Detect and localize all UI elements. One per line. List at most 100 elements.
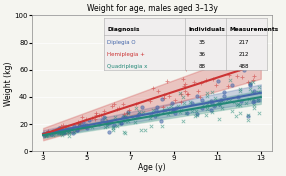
Point — [122, 131, 127, 134]
Point — [156, 112, 160, 115]
Point — [171, 107, 176, 110]
Point — [245, 113, 250, 116]
Point — [214, 84, 219, 86]
Point — [160, 106, 165, 109]
Point — [217, 102, 221, 105]
Point — [252, 90, 257, 93]
Point — [160, 125, 164, 128]
Point — [236, 61, 241, 63]
Point — [55, 129, 59, 132]
Point — [155, 114, 159, 117]
Point — [97, 114, 102, 117]
Point — [170, 102, 174, 104]
Point — [252, 104, 257, 107]
Point — [168, 111, 172, 114]
Point — [104, 121, 109, 124]
Point — [246, 118, 250, 121]
Point — [121, 113, 126, 115]
Point — [184, 92, 189, 95]
Point — [192, 115, 197, 117]
Point — [151, 108, 155, 111]
Point — [191, 81, 196, 84]
Point — [81, 120, 85, 123]
Point — [118, 122, 123, 125]
Point — [90, 126, 94, 129]
Point — [61, 123, 66, 126]
Point — [59, 125, 64, 128]
Point — [66, 128, 71, 131]
Point — [59, 127, 64, 130]
Point — [76, 121, 81, 124]
Point — [80, 125, 85, 128]
Point — [162, 109, 167, 111]
Point — [178, 92, 182, 95]
Point — [42, 134, 47, 136]
Point — [154, 108, 159, 111]
Point — [255, 90, 260, 93]
Point — [84, 126, 89, 128]
Point — [210, 101, 214, 104]
Point — [80, 126, 84, 129]
Point — [94, 114, 98, 117]
Point — [148, 100, 153, 103]
Point — [122, 114, 126, 117]
Point — [63, 129, 68, 132]
Point — [182, 83, 187, 85]
Point — [135, 114, 140, 117]
Point — [110, 126, 115, 129]
Point — [251, 75, 256, 77]
Point — [153, 114, 157, 117]
Point — [72, 131, 77, 134]
Point — [109, 120, 113, 123]
Point — [105, 124, 109, 127]
Point — [206, 100, 211, 103]
Point — [75, 129, 79, 132]
Point — [251, 100, 256, 103]
Point — [160, 98, 164, 100]
Point — [195, 112, 199, 115]
Point — [60, 129, 65, 132]
Point — [238, 112, 243, 115]
Point — [155, 106, 160, 108]
Point — [172, 108, 176, 111]
Point — [125, 120, 130, 122]
Point — [53, 131, 58, 134]
Point — [245, 66, 249, 69]
Point — [171, 109, 176, 112]
Point — [203, 114, 208, 117]
Point — [80, 116, 84, 118]
Point — [50, 133, 55, 136]
Point — [243, 48, 247, 50]
Point — [59, 132, 63, 134]
Point — [246, 80, 250, 83]
Point — [53, 128, 58, 131]
Point — [102, 122, 107, 125]
Point — [162, 93, 166, 96]
Point — [200, 106, 205, 109]
Point — [194, 114, 199, 116]
Point — [57, 126, 61, 129]
Point — [166, 106, 171, 109]
Point — [45, 133, 49, 136]
Point — [143, 128, 147, 131]
Point — [99, 114, 103, 117]
Point — [238, 89, 243, 92]
Point — [126, 111, 130, 114]
Point — [210, 90, 214, 93]
Point — [110, 129, 115, 132]
Point — [97, 123, 102, 126]
Point — [203, 79, 208, 82]
Point — [90, 117, 94, 120]
Point — [102, 115, 107, 118]
Point — [122, 131, 126, 133]
Point — [78, 121, 82, 124]
Point — [63, 128, 67, 131]
Point — [148, 117, 153, 120]
Point — [159, 119, 164, 122]
Point — [256, 98, 260, 101]
Point — [160, 110, 165, 113]
Point — [227, 73, 231, 76]
Point — [47, 133, 51, 136]
Point — [56, 130, 61, 133]
Point — [249, 45, 253, 48]
